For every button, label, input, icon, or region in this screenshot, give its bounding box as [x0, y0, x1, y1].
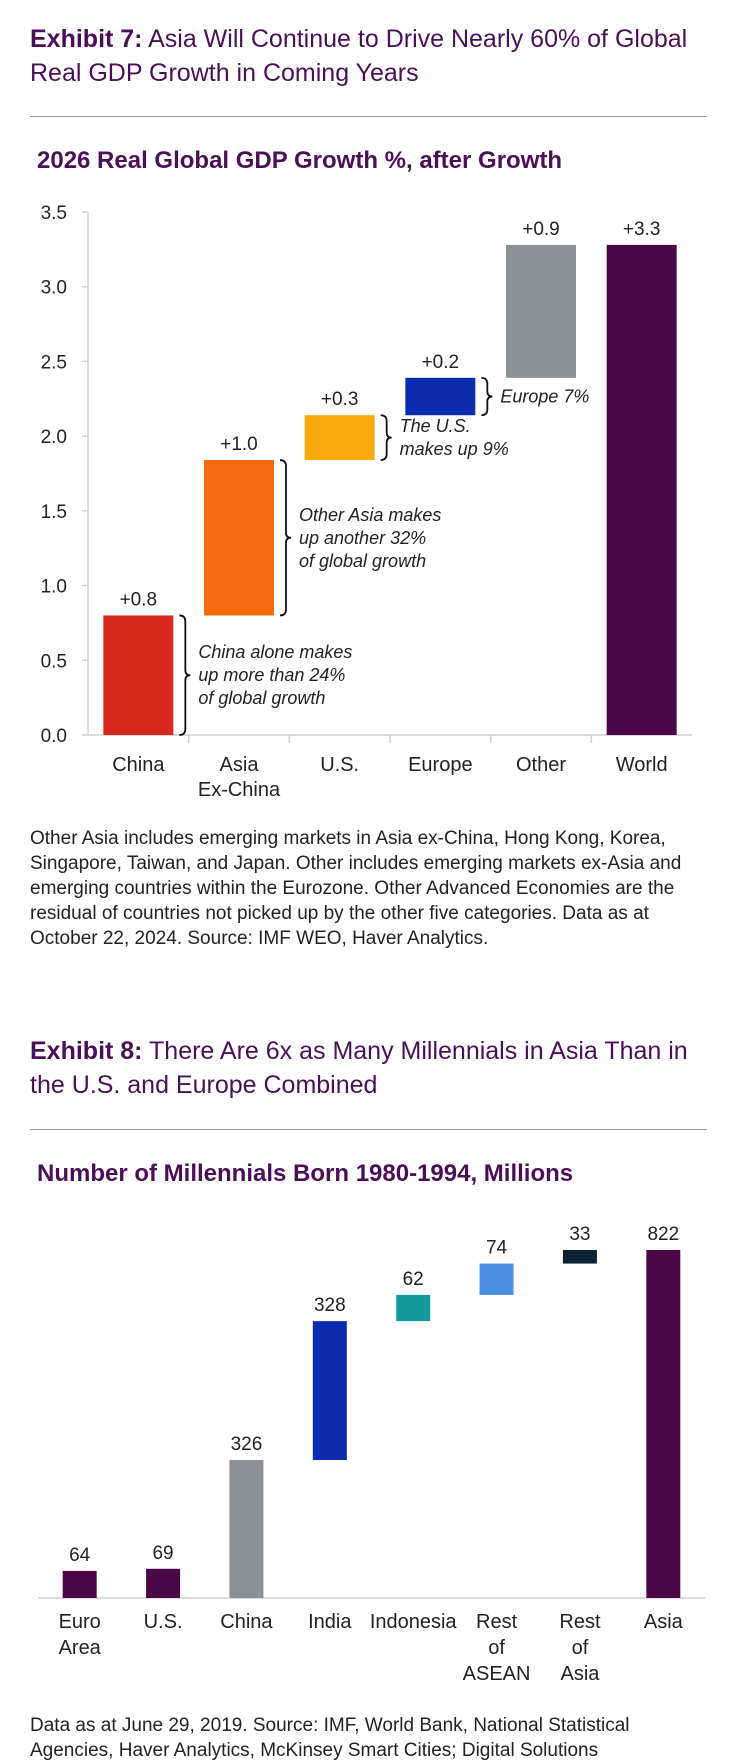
x-tick-label-rest-of-asean: Rest	[476, 1611, 518, 1633]
exhibit-8-note: Data as at June 29, 2019. Source: IMF, W…	[30, 1715, 630, 1761]
annotation-europe: Europe 7%	[500, 387, 589, 407]
annotation-asia-ex-china: of global growth	[299, 551, 426, 571]
annotation-asia-ex-china: up another 32%	[299, 528, 426, 548]
chart-1-title: 2026 Real Global GDP Growth %, after Gro…	[37, 147, 563, 174]
bar-asia-ex-china	[204, 460, 274, 616]
annotation-brace-u-s	[380, 414, 392, 461]
annotation-brace-china	[179, 614, 191, 736]
x-tick-label-india: India	[308, 1611, 352, 1633]
y-tick-label: 3.0	[41, 278, 67, 299]
bar-euro-area	[62, 1570, 97, 1598]
exhibit-7-lead: Exhibit 7:	[30, 25, 143, 53]
data-label-india: 328	[314, 1295, 346, 1316]
x-tick-label-euro-area: Area	[59, 1637, 102, 1659]
exhibit-7-heading: Asia Will Continue to Drive Nearly 60% o…	[30, 25, 688, 87]
exhibit-7-title: Exhibit 7: Asia Will Continue to Drive N…	[30, 22, 720, 90]
y-tick-label: 1.0	[41, 577, 67, 598]
exhibit-7-note: Other Asia includes emerging markets in …	[30, 828, 682, 949]
x-tick-label-u-s: U.S.	[144, 1611, 183, 1633]
data-label-indonesia: 62	[403, 1269, 424, 1290]
data-label-asia-ex-china: +1.0	[220, 434, 258, 455]
data-label-china: 326	[231, 1434, 263, 1455]
data-label-world: +3.3	[623, 219, 661, 240]
annotation-china: China alone makes	[198, 642, 352, 662]
x-tick-label-china: China	[112, 754, 165, 776]
x-tick-label-asia-ex-china: Asia	[220, 754, 260, 776]
data-label-china: +0.8	[120, 589, 158, 610]
y-tick-label: 2.5	[41, 352, 67, 373]
annotation-brace-asia-ex-china	[279, 459, 292, 617]
bar-asia	[646, 1250, 681, 1598]
x-tick-label-u-s: U.S.	[320, 754, 359, 776]
chart-2-title: Number of Millennials Born 1980-1994, Mi…	[37, 1160, 574, 1187]
data-label-asia: 822	[647, 1224, 679, 1245]
exhibit-7-divider	[30, 116, 707, 117]
bar-rest-of-asean	[479, 1263, 514, 1295]
y-tick-label: 0.0	[41, 726, 67, 747]
x-tick-label-rest-of-asean: ASEAN	[463, 1663, 531, 1685]
bar-u-s	[146, 1568, 181, 1598]
y-tick-label: 2.0	[41, 427, 67, 448]
gdp-growth-waterfall-chart: 0.0 0.5 1.0 1.5 2.0 2.5 3.0 3.5 +0.8 China +1.0 Asi…	[41, 203, 692, 801]
exhibit-8-lead: Exhibit 8:	[30, 1037, 143, 1065]
data-label-u-s: +0.3	[321, 389, 359, 410]
x-tick-label-euro-area: Euro	[59, 1611, 101, 1633]
bar-u-s	[304, 415, 375, 461]
y-tick-label: 0.5	[41, 651, 67, 672]
annotation-u-s: makes up 9%	[400, 439, 509, 459]
x-tick-label-rest-of-asia: of	[572, 1637, 589, 1659]
annotation-asia-ex-china: Other Asia makes	[299, 505, 441, 525]
bar-other	[506, 244, 576, 378]
bar-china	[229, 1459, 264, 1598]
bar-world	[606, 244, 677, 736]
x-tick-label-rest-of-asean: of	[488, 1637, 505, 1659]
x-tick-label-rest-of-asia: Rest	[559, 1611, 601, 1633]
exhibit-8-heading: There Are 6x as Many Millennials in Asia…	[30, 1037, 688, 1099]
annotation-brace-europe	[481, 376, 493, 417]
y-tick-label: 1.5	[41, 502, 67, 523]
exhibit-8-title: Exhibit 8: There Are 6x as Many Millenni…	[30, 1034, 720, 1102]
data-label-rest-of-asia: 33	[569, 1224, 590, 1245]
x-tick-label-europe: Europe	[408, 754, 473, 776]
bar-india	[312, 1321, 347, 1460]
data-label-other: +0.9	[522, 219, 560, 240]
data-label-rest-of-asean: 74	[486, 1238, 508, 1259]
data-label-europe: +0.2	[422, 352, 460, 373]
annotation-u-s: The U.S.	[400, 416, 471, 436]
y-tick-label: 3.5	[41, 203, 67, 224]
bar-europe	[405, 377, 476, 416]
millennials-waterfall-chart: 64 Euro Area 69 U.S. 326 China 328 India 62 Indone…	[38, 1224, 705, 1685]
data-label-u-s: 69	[152, 1543, 173, 1564]
bar-indonesia	[396, 1294, 431, 1322]
x-tick-label-asia-ex-china: Ex-China	[198, 779, 281, 801]
x-tick-label-china: China	[220, 1611, 273, 1633]
x-tick-label-indonesia: Indonesia	[370, 1611, 458, 1633]
data-label-euro-area: 64	[69, 1545, 91, 1566]
x-tick-label-rest-of-asia: Asia	[560, 1663, 600, 1685]
annotation-china: up more than 24%	[198, 665, 345, 685]
bar-rest-of-asia	[562, 1250, 597, 1264]
exhibit-8-divider	[30, 1129, 707, 1130]
x-tick-label-other: Other	[516, 754, 566, 776]
annotation-china: of global growth	[198, 688, 325, 708]
x-tick-label-world: World	[616, 754, 668, 776]
x-tick-label-asia: Asia	[644, 1611, 684, 1633]
bar-china	[103, 615, 174, 735]
